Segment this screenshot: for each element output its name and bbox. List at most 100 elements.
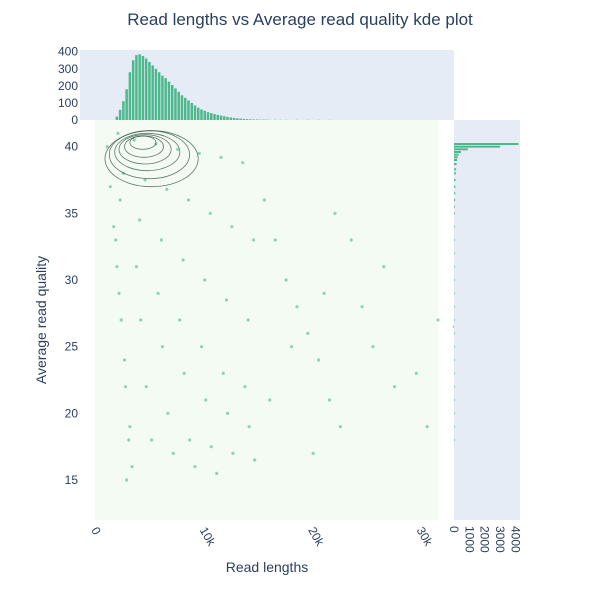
scatter-point: [143, 178, 147, 182]
scatter-point: [114, 238, 118, 242]
scatter-point: [338, 425, 342, 429]
top-histogram-bar: [245, 119, 249, 120]
right-histogram-bar: [454, 319, 455, 321]
scatter-point: [122, 358, 127, 362]
scatter-point: [393, 385, 397, 389]
scatter-point: [268, 398, 272, 402]
top-histogram-bar: [151, 65, 154, 120]
scatter-point: [139, 318, 143, 322]
scatter-point: [150, 438, 154, 442]
right-histogram-bar: [454, 292, 455, 295]
scatter-point: [108, 185, 112, 189]
right-histogram-bar: [454, 332, 455, 335]
scatter-point: [436, 318, 440, 322]
right-histogram-bar: [454, 385, 455, 388]
top-histogram-bar: [183, 97, 187, 120]
scatter-point: [231, 451, 235, 455]
top-histogram-bar: [236, 118, 239, 120]
scatter-point: [221, 371, 225, 375]
right-histogram-bar: [454, 199, 456, 201]
x-axis-title: Read lengths: [226, 559, 309, 575]
top-histogram-bar: [187, 100, 190, 120]
top-histogram-bar: [148, 61, 151, 120]
top-histogram-ticks: 0 100 200 300 400: [58, 45, 78, 127]
right-histogram-bar: [454, 185, 456, 188]
top-histogram-bar: [206, 112, 210, 120]
top-histogram-bar: [255, 119, 259, 120]
y-tick-label: 35: [65, 206, 79, 220]
right-histogram-bar: [454, 159, 458, 161]
scatter-point: [166, 411, 170, 415]
scatter-point: [360, 305, 364, 309]
scatter-point: [193, 465, 197, 469]
top-histogram-bar: [197, 107, 200, 120]
top-histogram-bar: [138, 54, 141, 120]
scatter-point: [182, 371, 186, 375]
right-histogram-bar: [454, 172, 456, 175]
kde-contour: [124, 135, 164, 158]
scatter-point: [246, 318, 250, 322]
scatter-point: [215, 471, 219, 475]
scatter-point: [204, 398, 208, 402]
scatter-point: [241, 161, 245, 165]
scatter-point: [322, 291, 326, 295]
scatter-point: [117, 291, 121, 295]
top-histogram-bar: [141, 55, 145, 120]
scatter-point: [118, 198, 122, 202]
scatter-point: [251, 238, 256, 242]
scatter-point: [128, 425, 132, 429]
top-histogram-bar: [252, 119, 255, 120]
top-histogram-bar: [239, 118, 242, 120]
scatter-point: [181, 258, 185, 262]
top-histogram-bar: [219, 115, 223, 120]
top-histogram-bar: [135, 55, 138, 121]
scatter-point: [112, 225, 116, 229]
scatter-point: [144, 385, 148, 389]
top-histogram-bar: [216, 114, 220, 120]
top-histogram-bar: [193, 105, 197, 120]
x-tick-label: 30k: [414, 525, 436, 550]
right-histogram-bar: [454, 425, 455, 428]
scatter-point: [165, 187, 169, 191]
scatter-point: [273, 238, 277, 242]
scatter-point: [243, 385, 247, 389]
top-histogram-bar: [223, 116, 226, 120]
scatter-point: [306, 331, 310, 335]
scatter-point: [186, 198, 191, 202]
scatter-point: [247, 425, 251, 429]
y-tick-label: 30: [65, 273, 79, 287]
scatter-point: [199, 345, 204, 349]
top-histogram-bar: [203, 110, 207, 120]
top-histogram-bar: [190, 102, 193, 120]
scatter-point: [230, 225, 234, 229]
scatter-point: [171, 451, 175, 455]
scatter-point: [425, 425, 429, 429]
right-histogram-bar: [454, 225, 455, 228]
right-histogram: [454, 143, 519, 441]
right-histogram-bar: [454, 239, 455, 241]
top-histogram-tick-label: 200: [58, 79, 78, 93]
top-histogram-bar: [242, 118, 246, 120]
right-histogram-bar: [454, 252, 455, 255]
scatter-point: [219, 155, 223, 159]
top-histogram-bar: [164, 78, 167, 120]
scatter-point: [295, 305, 299, 309]
right-histogram-bar: [454, 439, 455, 441]
top-histogram-bar: [157, 72, 161, 120]
scatter-point: [349, 238, 353, 242]
top-histogram-tick-label: 100: [58, 96, 78, 110]
scatter-point: [371, 345, 375, 349]
scatter-point: [125, 478, 129, 482]
y-tick-label: 15: [65, 473, 79, 487]
right-histogram-bar: [454, 192, 456, 195]
top-histogram-bar: [249, 119, 252, 120]
kde-contour: [118, 134, 172, 165]
top-histogram-bar: [128, 72, 132, 120]
scatter-point: [123, 385, 128, 389]
top-histogram-bar: [170, 85, 174, 120]
top-histogram-bar: [213, 114, 216, 120]
right-histogram-ticks: 0 1000 2000 3000 4000: [447, 526, 522, 553]
scatter-point: [116, 131, 120, 135]
scatter-point: [262, 198, 267, 202]
